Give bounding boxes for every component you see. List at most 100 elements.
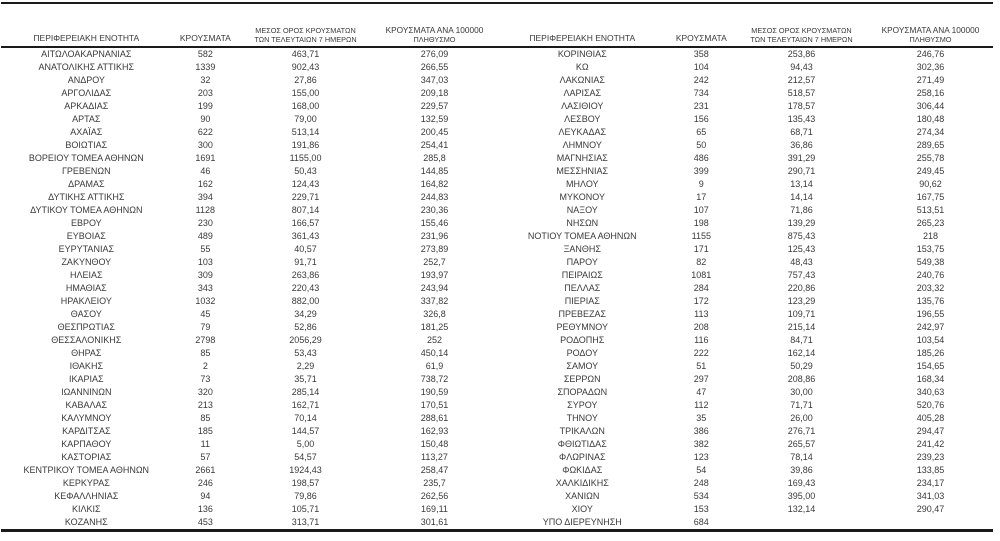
region-cell: ΕΥΡΥΤΑΝΙΑΣ [58, 244, 115, 254]
avg7-cell: 1924,43 [289, 465, 322, 475]
cases-cell: 1339 [195, 62, 216, 72]
cases-cell: 300 [197, 140, 213, 150]
header-per100k-line2: ΠΛΗΘΥΣΜΟ [909, 34, 952, 44]
avg7-cell: 144,57 [291, 426, 320, 436]
per100k-cell: 347,03 [420, 75, 449, 85]
per100k-cell: 243,94 [420, 283, 449, 293]
region-cell: ΠΕΙΡΑΙΩΣ [561, 270, 603, 280]
table-row: ΔΥΤΙΚΗΣ ΑΤΤΙΚΗΣ 394 229,71 244,83 ΜΥΚΟΝΟΥ 17 1… [1, 191, 993, 204]
header-avg7-line1: ΜΕΣΟΣ ΟΡΟΣ ΚΡΟΥΣΜΑΤΩΝ [255, 26, 356, 36]
table-row: ΚΕΦΑΛΛΗΝΙΑΣ 94 79,86 262,56 ΧΑΝΙΩΝ 534 395,00 3… [1, 490, 993, 503]
cases-cell: 185 [197, 426, 213, 436]
avg7-cell: 39,86 [790, 465, 813, 475]
cases-cell: 208 [693, 322, 709, 332]
per100k-cell: 218 [922, 231, 938, 241]
table-row: ΕΥΒΟΙΑΣ 489 361,43 231,96 ΝΟΤΙΟΥ ΤΟΜΕΑ ΑΘΗΝΩ… [1, 230, 993, 243]
region-cell: ΣΕΡΡΩΝ [563, 374, 601, 384]
cases-cell: 248 [693, 478, 709, 488]
cases-cell: 230 [197, 218, 213, 228]
header-cases-label: ΚΡΟΥΣΜΑΤΑ [675, 33, 727, 44]
region-cell: ΑΡΚΑΔΙΑΣ [64, 101, 109, 111]
region-cell: ΠΙΕΡΙΑΣ [564, 296, 600, 306]
avg7-cell: 124,43 [291, 179, 320, 189]
cases-cell: 113 [694, 309, 709, 319]
cases-cell: 486 [693, 153, 709, 163]
table-row: ΔΥΤΙΚΟΥ ΤΟΜΕΑ ΑΘΗΝΩΝ 1128 807,14 230,36 ΝΑΞΟ… [1, 204, 993, 217]
table-row: ΘΕΣΠΡΩΤΙΑΣ 79 52,86 181,25 ΡΕΘΥΜΝΟΥ 208 215,14… [1, 321, 993, 334]
per100k-cell: 240,76 [916, 270, 945, 280]
per100k-cell [868, 516, 993, 531]
cases-cell: 489 [197, 231, 213, 241]
avg7-cell: 395,00 [787, 491, 816, 501]
header-cases-left: ΚΡΟΥΣΜΑΤΑ [171, 3, 240, 48]
cases-cell: 55 [200, 244, 211, 254]
cases-cell: 104 [693, 62, 709, 72]
header-avg7-line1: ΜΕΣΟΣ ΟΡΟΣ ΚΡΟΥΣΜΑΤΩΝ [751, 26, 852, 36]
cases-cell: 32 [200, 75, 211, 85]
avg7-cell: 50,43 [294, 166, 317, 176]
cases-cell: 1691 [195, 153, 216, 163]
avg7-cell: 70,14 [294, 413, 317, 423]
table-row: ΑΡΓΟΛΙΔΑΣ 203 155,00 209,18 ΛΑΡΙΣΑΣ 734 518,57… [1, 87, 993, 100]
per100k-cell: 61,9 [425, 361, 444, 371]
avg7-cell: 1155,00 [289, 153, 322, 163]
per100k-cell: 274,34 [916, 127, 945, 137]
region-cell: ΓΡΕΒΕΝΩΝ [61, 166, 111, 176]
region-cell: ΛΗΜΝΟΥ [562, 140, 602, 150]
region-cell: ΚΕΝΤΡΙΚΟΥ ΤΟΜΕΑ ΑΘΗΝΩΝ [23, 465, 150, 475]
per100k-cell: 246,76 [916, 49, 945, 59]
avg7-cell: 71,86 [790, 205, 813, 215]
cases-cell: 54 [696, 465, 707, 475]
cases-cell: 1081 [691, 270, 712, 280]
per100k-cell: 113,27 [421, 452, 448, 462]
region-cell: ΡΕΘΥΜΝΟΥ [556, 322, 608, 332]
region-cell: ΙΘΑΚΗΣ [69, 361, 104, 371]
header-region-label: ΠΕΡΙΦΕΡΕΙΑΚΗ ΕΝΟΤΗΤΑ [529, 33, 636, 44]
cases-cell: 123 [693, 452, 709, 462]
avg7-cell: 84,71 [790, 335, 813, 345]
table-row: ΑΝΑΤΟΛΙΚΗΣ ΑΤΤΙΚΗΣ 1339 902,43 266,55 ΚΩ 104 9… [1, 61, 993, 74]
avg7-cell: 178,57 [787, 101, 816, 111]
avg7-cell: 40,57 [294, 244, 317, 254]
region-cell: ΝΟΤΙΟΥ ΤΟΜΕΑ ΑΘΗΝΩΝ [527, 231, 637, 241]
cases-cell: 153 [693, 504, 709, 514]
avg7-cell: 139,29 [787, 218, 816, 228]
avg7-cell: 105,71 [291, 504, 320, 514]
region-cell: ΚΕΡΚΥΡΑΣ [62, 478, 110, 488]
table-row: ΙΩΑΝΝΙΝΩΝ 320 285,14 190,59 ΣΠΟΡΑΔΩΝ 47 30,00 3… [1, 386, 993, 399]
avg7-cell: 168,00 [291, 101, 320, 111]
avg7-cell: 463,71 [291, 49, 320, 59]
avg7-cell: 265,57 [787, 439, 816, 449]
cases-cell: 198 [693, 218, 709, 228]
per100k-cell: 170,51 [420, 400, 449, 410]
cases-cell: 734 [693, 88, 709, 98]
per100k-cell: 164,82 [420, 179, 449, 189]
table-row: ΚΑΡΔΙΤΣΑΣ 185 144,57 162,93 ΤΡΙΚΑΛΩΝ 386 276,7… [1, 425, 993, 438]
cases-cell: 11 [200, 439, 210, 449]
region-cell: ΛΕΣΒΟΥ [564, 114, 601, 124]
cases-cell: 453 [197, 517, 213, 527]
avg7-cell: 79,00 [294, 114, 317, 124]
region-cell: ΗΜΑΘΙΑΣ [65, 283, 107, 293]
region-cell: ΞΑΝΘΗΣ [563, 244, 601, 254]
per100k-cell: 258,16 [916, 88, 945, 98]
per100k-cell: 103,54 [916, 335, 945, 345]
cases-cell: 582 [197, 49, 213, 59]
region-cell: ΔΥΤΙΚΟΥ ΤΟΜΕΑ ΑΘΗΝΩΝ [30, 205, 143, 215]
region-cell: ΘΕΣΠΡΩΤΙΑΣ [57, 322, 115, 332]
per100k-cell: 168,34 [916, 374, 945, 384]
per100k-cell: 132,59 [420, 114, 449, 124]
cases-cell: 112 [694, 400, 709, 410]
avg7-cell: 68,71 [790, 127, 813, 137]
cases-cell: 242 [693, 75, 709, 85]
avg7-cell: 2056,29 [289, 335, 322, 345]
per100k-cell: 162,93 [420, 426, 449, 436]
per100k-cell: 285,8 [423, 153, 446, 163]
avg7-cell: 807,14 [291, 205, 320, 215]
per100k-cell: 450,14 [420, 348, 449, 358]
table-row: ΓΡΕΒΕΝΩΝ 46 50,43 144,85 ΜΕΣΣΗΝΙΑΣ 399 290,71 2… [1, 165, 993, 178]
per100k-cell: 241,42 [916, 439, 945, 449]
header-cases-label: ΚΡΟΥΣΜΑΤΑ [179, 33, 231, 44]
avg7-cell: 91,71 [294, 257, 317, 267]
avg7-cell: 135,43 [787, 114, 816, 124]
